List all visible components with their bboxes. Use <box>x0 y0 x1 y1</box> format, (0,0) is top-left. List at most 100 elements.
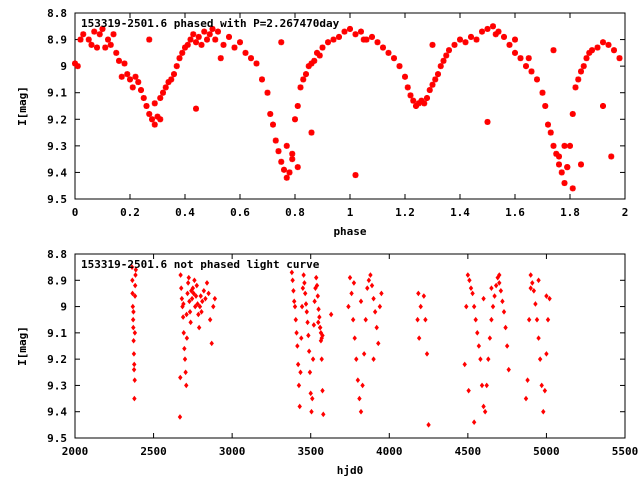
data-point <box>308 129 315 136</box>
x-tick-label: 2000 <box>62 445 89 458</box>
axis-ticks: 0 0.2 0.4 0.6 0.8 1 1.2 1.4 1.6 1.8 2 8.8 8.9 9 9.1 9.2… <box>47 7 628 219</box>
data-point <box>138 87 144 94</box>
data-point <box>267 110 274 117</box>
data-point <box>184 335 190 341</box>
unphased-light-curve-chart: 2000 2500 3000 3500 4000 4500 5000 5500 8.8 8.9 9 9… <box>16 248 638 477</box>
data-point <box>314 274 319 281</box>
data-point <box>547 129 554 136</box>
data-point <box>319 44 326 51</box>
data-point <box>176 55 183 62</box>
data-point <box>465 272 471 278</box>
data-point <box>289 269 295 276</box>
data-point <box>349 290 354 297</box>
data-point <box>316 319 321 326</box>
data-point <box>187 309 193 315</box>
data-point <box>206 31 213 38</box>
data-point <box>272 137 279 144</box>
data-point <box>198 41 205 48</box>
data-point <box>195 301 200 307</box>
data-point <box>173 63 180 70</box>
data-point <box>306 332 311 339</box>
data-point <box>157 95 164 102</box>
data-point <box>489 285 494 291</box>
data-point <box>143 103 150 109</box>
data-point <box>203 295 208 302</box>
data-point <box>371 295 376 302</box>
data-point <box>481 295 486 302</box>
data-point <box>189 295 195 302</box>
data-point <box>110 31 117 38</box>
data-point <box>481 403 486 410</box>
data-point <box>558 169 565 176</box>
data-point <box>360 382 365 389</box>
data-point <box>85 36 92 43</box>
data-point <box>526 316 532 323</box>
data-point <box>209 25 216 32</box>
data-point <box>377 303 383 310</box>
data-point <box>220 41 227 48</box>
y-tick-label: 9.3 <box>47 379 67 392</box>
data-point <box>162 84 169 91</box>
data-point <box>512 49 518 56</box>
data-point <box>184 382 189 389</box>
data-point <box>178 374 183 381</box>
data-point <box>545 121 551 128</box>
data-point <box>146 110 153 117</box>
data-point <box>195 33 202 40</box>
data-point <box>306 348 312 355</box>
data-point <box>171 71 177 78</box>
data-point <box>545 316 551 323</box>
data-point <box>531 288 537 294</box>
data-point <box>376 340 381 347</box>
data-point <box>523 63 529 70</box>
data-point <box>132 361 137 368</box>
x-tick-label: 5000 <box>533 445 560 458</box>
data-point <box>470 290 475 297</box>
data-point <box>512 36 518 43</box>
data-point <box>429 81 436 88</box>
data-point <box>190 31 197 38</box>
data-point <box>226 33 232 40</box>
data-point <box>404 84 411 91</box>
data-point <box>182 356 188 362</box>
data-point <box>402 73 408 80</box>
data-point <box>421 100 428 107</box>
y-tick-label: 9.5 <box>47 432 67 445</box>
data-point <box>360 36 367 43</box>
data-point <box>94 44 100 51</box>
data-point <box>91 28 98 35</box>
x-tick-label: 0 <box>72 206 79 219</box>
data-point <box>211 303 216 310</box>
data-point <box>133 266 139 273</box>
data-point <box>135 79 142 86</box>
data-point <box>462 361 467 368</box>
y-axis-label: I[mag] <box>16 86 29 126</box>
data-point <box>237 39 243 46</box>
data-point <box>131 351 137 357</box>
data-point <box>473 36 480 43</box>
x-tick-label: 2500 <box>140 445 167 458</box>
data-point <box>204 36 210 43</box>
data-point <box>358 408 364 415</box>
data-point <box>132 395 137 402</box>
x-tick-label: 2 <box>622 206 629 219</box>
data-point <box>467 277 472 284</box>
data-point <box>567 142 573 149</box>
data-point <box>544 293 549 299</box>
data-point <box>487 335 493 341</box>
data-point <box>300 76 307 83</box>
data-point <box>180 303 185 310</box>
data-point <box>181 301 186 307</box>
data-point <box>217 55 224 62</box>
data-point <box>181 330 186 336</box>
data-point <box>374 324 379 331</box>
data-point <box>407 92 414 99</box>
data-point <box>320 387 325 394</box>
data-point <box>418 303 423 310</box>
data-point <box>183 369 188 376</box>
data-point <box>299 335 304 341</box>
data-point <box>201 28 208 35</box>
data-point <box>290 277 295 284</box>
data-point <box>391 55 397 62</box>
data-point <box>503 324 508 331</box>
